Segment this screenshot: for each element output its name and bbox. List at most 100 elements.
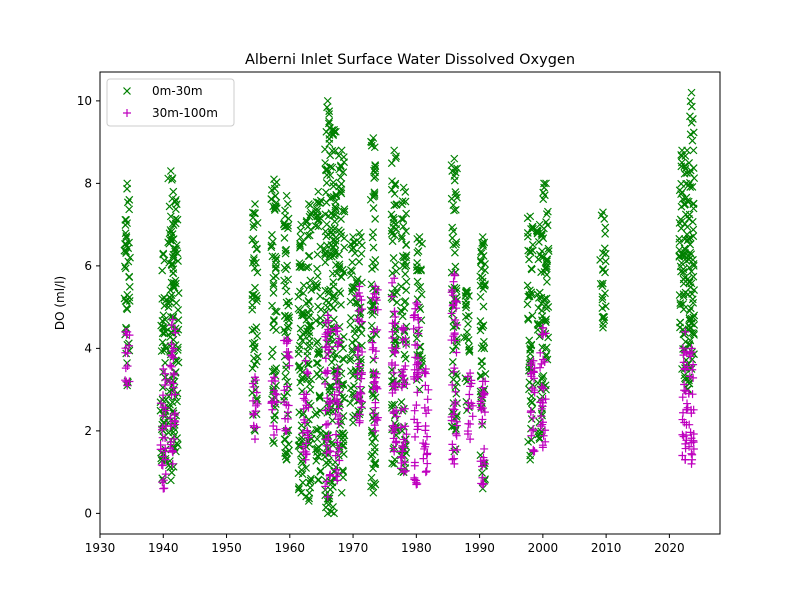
data-point-x-marker <box>413 248 422 257</box>
data-point-x-marker <box>448 167 457 175</box>
data-point-x-marker <box>328 482 337 491</box>
data-point-plus-marker <box>465 390 474 399</box>
data-point-x-marker <box>389 253 398 262</box>
data-point-plus-marker <box>334 469 343 478</box>
data-point-x-marker <box>302 464 311 472</box>
data-point-plus-marker <box>326 447 335 456</box>
data-point-x-marker <box>599 323 607 332</box>
data-point-plus-marker <box>411 432 420 441</box>
data-point-x-marker <box>283 448 292 457</box>
data-point-x-marker <box>388 237 397 246</box>
data-point-x-marker <box>121 229 130 238</box>
data-point-x-marker <box>282 455 291 464</box>
data-point-plus-marker <box>526 407 535 416</box>
data-point-plus-marker <box>402 430 411 439</box>
data-point-plus-marker <box>355 362 364 371</box>
data-point-plus-marker <box>529 445 538 454</box>
y-axis-label: DO (ml/l) <box>53 276 67 330</box>
data-point-x-marker <box>453 372 461 381</box>
data-point-x-marker <box>597 211 606 220</box>
data-point-x-marker <box>527 340 536 349</box>
data-point-plus-marker <box>401 466 410 475</box>
data-point-x-marker <box>314 302 322 311</box>
data-point-x-marker <box>689 232 698 241</box>
data-point-plus-marker <box>527 358 536 367</box>
data-point-plus-marker <box>284 352 293 361</box>
data-point-plus-marker <box>530 447 539 456</box>
data-point-plus-marker <box>331 375 340 384</box>
data-point-x-marker <box>533 229 542 238</box>
data-point-x-marker <box>282 191 291 200</box>
data-point-x-marker <box>525 336 534 345</box>
data-point-plus-marker <box>304 433 313 442</box>
data-point-plus-marker <box>413 418 422 427</box>
data-point-x-marker <box>165 258 174 267</box>
data-point-x-marker <box>676 318 685 327</box>
data-point-plus-marker <box>414 329 423 338</box>
data-point-x-marker <box>295 408 304 417</box>
data-point-x-marker <box>166 226 175 234</box>
data-point-x-marker <box>540 191 549 200</box>
data-point-x-marker <box>169 265 178 274</box>
data-point-x-marker <box>601 302 610 311</box>
data-point-plus-marker <box>689 429 698 438</box>
data-point-plus-marker <box>167 321 176 330</box>
data-point-x-marker <box>313 272 322 281</box>
data-point-plus-marker <box>334 447 343 456</box>
data-points <box>120 88 699 518</box>
data-point-plus-marker <box>161 403 170 412</box>
data-point-plus-marker <box>396 453 405 462</box>
data-point-x-marker <box>280 276 289 285</box>
data-point-x-marker <box>540 294 549 303</box>
x-tick-label: 1950 <box>211 541 242 555</box>
data-point-plus-marker <box>448 440 457 449</box>
data-point-x-marker <box>679 292 688 301</box>
data-point-x-marker <box>397 282 406 291</box>
data-point-plus-marker <box>324 431 333 440</box>
data-point-x-marker <box>268 367 277 376</box>
data-point-x-marker <box>465 346 474 355</box>
data-point-plus-marker <box>253 399 262 408</box>
data-point-plus-marker <box>168 446 177 455</box>
data-point-x-marker <box>173 215 182 224</box>
data-point-x-marker <box>339 437 348 446</box>
data-point-x-marker <box>689 329 698 338</box>
data-point-x-marker <box>271 191 280 200</box>
data-point-x-marker <box>283 314 291 323</box>
data-point-x-marker <box>323 103 331 112</box>
data-point-plus-marker <box>678 415 687 424</box>
data-point-x-marker <box>543 255 552 264</box>
data-point-x-marker <box>315 394 324 402</box>
data-point-x-marker <box>270 317 278 325</box>
data-point-x-marker <box>397 398 406 406</box>
data-point-plus-marker <box>353 315 362 324</box>
data-point-plus-marker <box>321 482 330 491</box>
data-point-x-marker <box>387 159 396 168</box>
data-point-x-marker <box>369 355 378 364</box>
data-point-x-marker <box>367 137 375 146</box>
data-point-x-marker <box>328 146 337 155</box>
data-point-x-marker <box>541 264 550 273</box>
data-point-plus-marker <box>357 317 366 326</box>
data-point-plus-marker <box>353 346 362 355</box>
data-point-x-marker <box>399 253 408 262</box>
data-point-x-marker <box>331 297 339 305</box>
data-point-x-marker <box>250 345 259 354</box>
data-point-plus-marker <box>271 377 280 385</box>
x-tick-label: 2020 <box>654 541 685 555</box>
data-point-x-marker <box>327 358 336 367</box>
data-point-x-marker <box>251 209 259 218</box>
data-point-plus-marker <box>401 334 410 343</box>
data-point-plus-marker <box>324 419 333 428</box>
data-point-x-marker <box>295 243 304 252</box>
data-point-plus-marker <box>452 421 461 430</box>
data-point-plus-marker <box>689 360 698 369</box>
data-point-plus-marker <box>369 327 378 336</box>
data-point-plus-marker <box>323 311 332 320</box>
data-point-x-marker <box>313 250 322 259</box>
data-point-x-marker <box>169 281 178 290</box>
data-point-x-marker <box>366 306 375 315</box>
data-point-x-marker <box>401 197 410 206</box>
data-point-x-marker <box>681 152 690 160</box>
data-point-plus-marker <box>410 461 419 470</box>
